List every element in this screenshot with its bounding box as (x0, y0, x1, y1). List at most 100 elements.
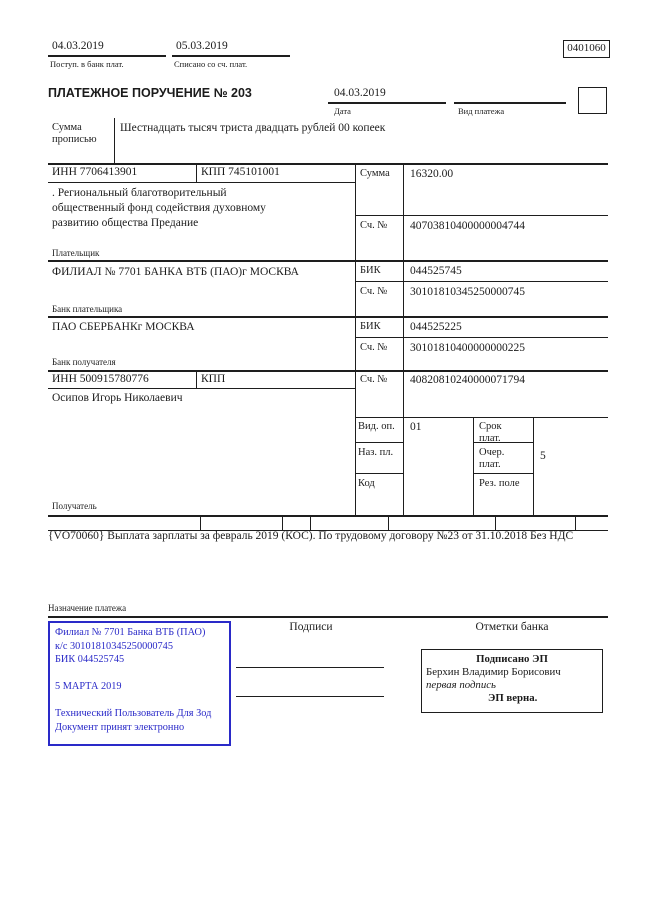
payer-account-value: 40703810400000004744 (410, 220, 525, 232)
payer-inn: ИНН 7706413901 (52, 166, 138, 178)
payer-name-line: развитию общества Предание (52, 217, 199, 229)
order-value: 5 (540, 450, 546, 462)
payee-bank-account-label: Сч. № (360, 342, 388, 353)
divider-line (200, 515, 201, 530)
divider-line (403, 163, 404, 515)
stamp-line (55, 694, 224, 708)
payer-bank-account-label: Сч. № (360, 286, 388, 297)
divider-line (355, 281, 608, 282)
reserve-label: Рез. поле (479, 478, 520, 489)
pay-purpose-code-label: Наз. пл. (358, 447, 394, 458)
payee-bank-label: Банк получателя (52, 357, 116, 367)
divider-line (473, 473, 533, 474)
divider-line (48, 515, 608, 517)
divider-line (196, 370, 197, 388)
payee-account-value: 40820810240000071794 (410, 374, 525, 386)
debited-date: 05.03.2019 (176, 40, 228, 52)
stamp-line: Филиал № 7701 Банка ВТБ (ПАО) (55, 627, 206, 638)
divider-line (48, 163, 608, 165)
payee-kpp-label: КПП (201, 373, 226, 385)
payer-bank-name: ФИЛИАЛ № 7701 БАНКА ВТБ (ПАО)г МОСКВА (52, 266, 299, 278)
divider-line (282, 515, 283, 530)
electronic-signature-box: Подписано ЭП Берхин Владимир Борисович п… (421, 649, 603, 713)
op-kind-value: 01 (410, 421, 422, 433)
payment-kind-label: Вид платежа (458, 106, 505, 116)
divider-line (473, 417, 474, 515)
stamp-line: к/с 30101810345250000745 (55, 640, 173, 652)
stamp-line: Технический Пользователь Для Зод (55, 708, 212, 719)
signature-line (236, 696, 384, 697)
sum-label: Сумма (360, 168, 390, 179)
divider-line (114, 118, 115, 163)
payer-account-label: Сч. № (360, 220, 388, 231)
received-in-bank-label: Поступ. в банк плат. (50, 59, 124, 69)
divider-line (172, 55, 290, 57)
payee-inn: ИНН 500915780776 (52, 373, 149, 385)
payer-name-line: общественный фонд содействия духовному (52, 202, 266, 214)
divider-line (355, 337, 608, 338)
divider-line (48, 616, 608, 618)
divider-line (495, 515, 496, 530)
divider-line (454, 102, 566, 104)
ep-title: Подписано ЭП (476, 653, 548, 665)
payee-name: Осипов Игорь Николаевич (52, 392, 183, 404)
divider-line (575, 515, 576, 530)
date-label: Дата (334, 106, 351, 116)
divider-line (48, 55, 166, 57)
bank-stamp-box: Филиал № 7701 Банка ВТБ (ПАО) к/с 301018… (48, 621, 231, 746)
payer-bank-bik-label: БИК (360, 265, 381, 276)
divider-line (473, 442, 533, 443)
signature-line (236, 667, 384, 668)
payer-label: Плательщик (52, 248, 100, 258)
payer-name-line: . Региональный благотворительный (52, 187, 227, 199)
divider-line (328, 102, 446, 104)
order-label: Очер. плат. (479, 447, 505, 470)
document-date: 04.03.2019 (334, 87, 386, 99)
divider-line (388, 515, 389, 530)
code-label: Код (358, 478, 375, 489)
divider-line (533, 417, 534, 515)
stamp-line: Документ принят электронно (55, 721, 185, 733)
divider-line (355, 215, 608, 216)
amount-words-label: Сумма прописью (52, 122, 97, 145)
op-kind-label: Вид. оп. (358, 421, 395, 432)
bank-marks-label: Отметки банка (475, 621, 549, 633)
payment-kind-checkbox (578, 87, 607, 114)
stamp-line (55, 667, 224, 681)
received-in-bank-date: 04.03.2019 (52, 40, 104, 52)
payer-bank-label: Банк плательщика (52, 304, 123, 314)
divider-line (48, 260, 608, 262)
ep-verified: ЭП верна. (488, 692, 538, 704)
signatures-label: Подписи (289, 621, 333, 633)
ep-signature-type: первая подпись (426, 679, 496, 691)
payee-bank-name: ПАО СБЕРБАНКг МОСКВА (52, 321, 195, 333)
payer-bank-bik-value: 044525745 (410, 265, 462, 277)
divider-line (48, 370, 608, 372)
divider-line (48, 530, 608, 531)
sum-value: 16320.00 (410, 168, 454, 180)
term-label: Срок плат. (479, 421, 502, 444)
divider-line (355, 442, 403, 443)
form-code-box: 0401060 (563, 40, 610, 58)
amount-words-value: Шестнадцать тысяч триста двадцать рублей… (120, 122, 386, 134)
divider-line (310, 515, 311, 530)
divider-line (48, 388, 355, 389)
purpose-label: Назначение платежа (48, 603, 127, 613)
stamp-line: БИК 044525745 (55, 654, 125, 665)
payee-bank-account-value: 30101810400000000225 (410, 342, 525, 354)
divider-line (355, 163, 356, 515)
payer-kpp: КПП 745101001 (201, 166, 280, 178)
divider-line (48, 182, 355, 183)
divider-line (355, 417, 608, 418)
stamp-line: 5 МАРТА 2019 (55, 681, 122, 692)
payee-bank-bik-value: 044525225 (410, 321, 462, 333)
purpose-text: {VO70060} Выплата зарплаты за февраль 20… (48, 530, 574, 542)
divider-line (355, 473, 403, 474)
divider-line (48, 316, 608, 318)
divider-line (196, 163, 197, 182)
payee-bank-bik-label: БИК (360, 321, 381, 332)
payer-bank-account-value: 30101810345250000745 (410, 286, 525, 298)
payee-label: Получатель (52, 501, 97, 511)
payee-account-label: Сч. № (360, 374, 388, 385)
